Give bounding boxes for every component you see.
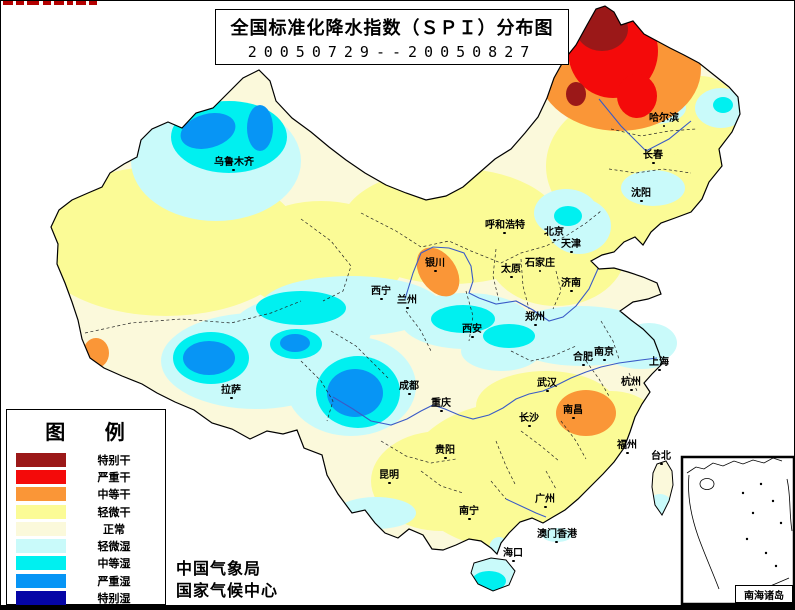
bottom-frame [1, 605, 794, 609]
legend-swatch [16, 469, 66, 484]
legend-label: 严重干 [97, 471, 131, 484]
rivers [332, 98, 692, 518]
legend-swatch [16, 556, 66, 571]
legend-row: 严重湿 [7, 572, 165, 589]
legend-swatch [16, 504, 66, 519]
map-title: 全国标准化降水指数（ＳＰＩ）分布图 [230, 17, 554, 38]
legend-swatch [16, 573, 66, 588]
legend-label: 轻微干 [97, 506, 131, 519]
legend-row: 特别干 [7, 451, 165, 468]
legend-label: 特别干 [97, 454, 131, 467]
legend-row: 正常 [7, 520, 165, 537]
legend: 图 例 特别干 严重干 中等干 轻微干 正常 轻微湿 中等湿 严重湿 特别湿 [6, 409, 166, 607]
legend-label: 中等湿 [97, 558, 131, 571]
legend-swatch [16, 487, 66, 502]
legend-title: 图 例 [45, 422, 127, 444]
coastline [50, 5, 741, 556]
legend-swatch [16, 539, 66, 554]
legend-swatch [16, 452, 66, 467]
credits: 中国气象局 国家气候中心 [176, 559, 278, 603]
legend-row: 轻微干 [7, 503, 165, 520]
credits-line2: 国家气候中心 [176, 583, 279, 600]
legend-label: 中等干 [97, 489, 131, 502]
hainan-island [470, 557, 516, 592]
credits-line1: 中国气象局 [176, 561, 262, 578]
legend-row: 严重干 [7, 468, 165, 485]
legend-swatch [16, 521, 66, 536]
legend-rows: 特别干 严重干 中等干 轻微干 正常 轻微湿 中等湿 严重湿 特别湿 [7, 451, 165, 607]
inset-label: 南海诸岛 [735, 585, 793, 603]
legend-label: 正常 [103, 523, 125, 536]
legend-row: 中等湿 [7, 555, 165, 572]
legend-swatch [16, 591, 66, 606]
taiwan-island [651, 460, 674, 516]
legend-row: 中等干 [7, 486, 165, 503]
province-borders [84, 128, 697, 500]
title-box: 全国标准化降水指数（ＳＰＩ）分布图 20050729--20050827 [215, 9, 569, 65]
legend-label: 轻微湿 [97, 541, 131, 554]
date-range: 20050729--20050827 [247, 42, 537, 61]
legend-label: 特别湿 [97, 593, 131, 606]
legend-row: 轻微湿 [7, 537, 165, 554]
legend-row: 特别湿 [7, 589, 165, 606]
inset-map [680, 455, 794, 606]
clipped-red-text [3, 1, 113, 5]
legend-label: 严重湿 [97, 575, 131, 588]
